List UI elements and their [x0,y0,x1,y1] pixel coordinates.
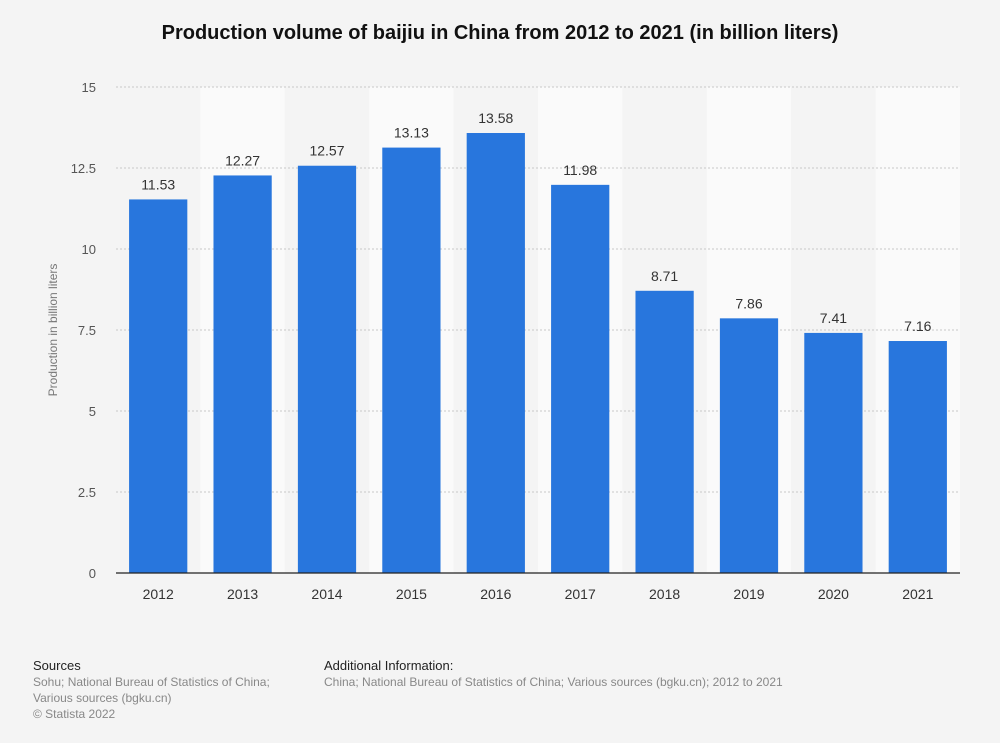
bar [635,290,694,573]
y-tick-label: 5 [89,404,96,419]
y-tick-labels: 0 2.5 5 7.5 10 12.5 15 [71,80,96,581]
data-label: 12.57 [309,143,344,159]
data-label: 7.41 [820,310,847,326]
bar [551,184,610,573]
y-axis-title: Production in billion liters [46,264,60,397]
y-tick-label: 12.5 [71,161,96,176]
x-tick-label: 2012 [143,586,174,602]
data-label: 12.27 [225,152,260,168]
data-label: 13.58 [478,110,513,126]
y-tick-label: 2.5 [78,485,96,500]
bar [129,199,188,574]
x-tick-label: 2017 [565,586,596,602]
additional-info-heading: Additional Information: [324,658,454,673]
x-tick-label: 2020 [818,586,849,602]
data-label: 11.53 [141,176,175,192]
bar [888,341,947,573]
sources-heading: Sources [33,658,81,673]
y-tick-label: 0 [89,566,96,581]
data-label: 13.13 [394,125,429,141]
x-tick-label: 2021 [902,586,933,602]
x-tick-label: 2019 [733,586,764,602]
y-tick-label: 15 [82,80,96,95]
bars [129,133,947,574]
bar [213,175,272,573]
x-tick-label: 2016 [480,586,511,602]
bar [466,133,525,573]
x-tick-label: 2014 [311,586,342,602]
y-tick-label: 10 [82,242,96,257]
additional-info-text: China; National Bureau of Statistics of … [324,675,783,689]
additional-info-block: Additional Information: China; National … [324,657,964,690]
data-labels: 11.53 12.27 12.57 13.13 13.58 11.98 8.71 7.86 7.… [141,110,931,334]
x-tick-label: 2013 [227,586,258,602]
chart-title: Production volume of baijiu in China fro… [161,22,839,44]
data-label: 7.16 [904,318,931,334]
sources-line: Various sources (bgku.cn) [33,691,172,705]
data-label: 7.86 [735,295,762,311]
copyright-line: © Statista 2022 [33,707,116,721]
bar [382,147,441,573]
data-label: 8.71 [651,268,678,284]
data-label: 11.98 [563,162,597,178]
x-tick-label: 2015 [396,586,427,602]
x-tick-labels: 2012 2013 2014 2015 2016 2017 2018 2019 2020 2021 [143,586,934,602]
sources-block: Sources Sohu; National Bureau of Statist… [33,657,303,722]
bar [719,318,779,573]
x-tick-label: 2018 [649,586,680,602]
bar [804,332,863,573]
bar [297,165,357,573]
sources-line: Sohu; National Bureau of Statistics of C… [33,675,270,689]
y-tick-label: 7.5 [78,323,96,338]
